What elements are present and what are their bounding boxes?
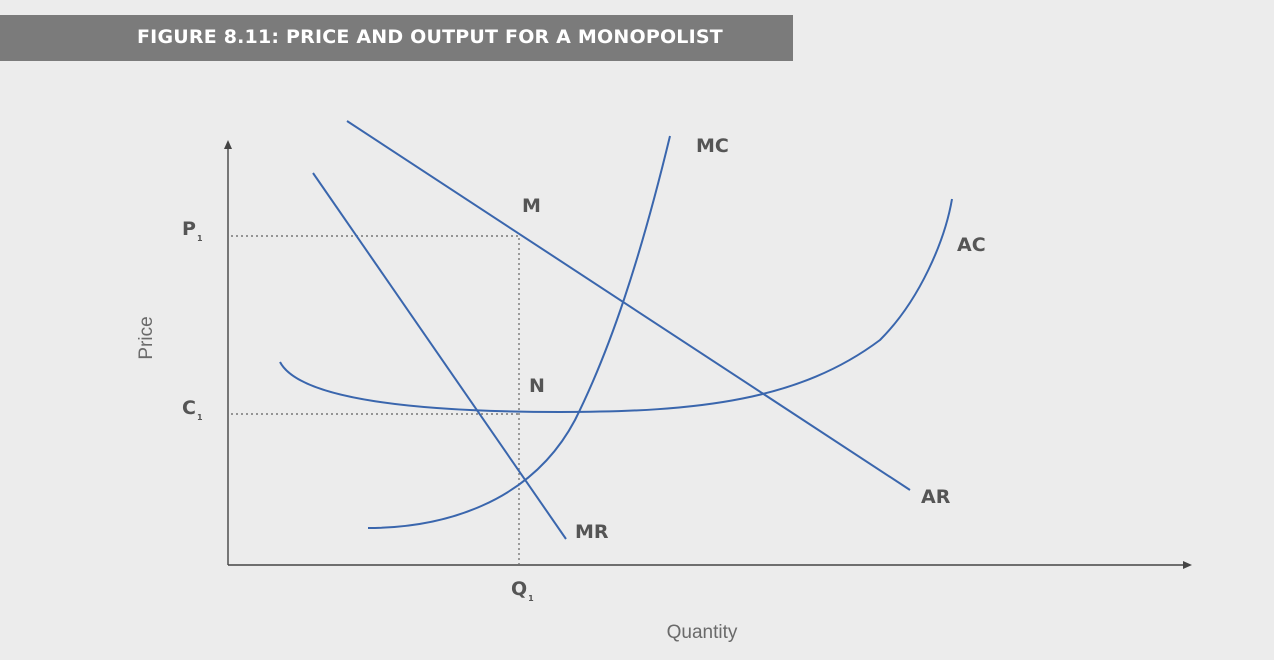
- figure-title: FIGURE 8.11: PRICE AND OUTPUT FOR A MONO…: [137, 26, 723, 48]
- p1-label: P1: [182, 218, 203, 243]
- y-axis-title: Price: [136, 316, 157, 359]
- c1-label: C1: [182, 397, 203, 422]
- figure-title-bar: FIGURE 8.11: PRICE AND OUTPUT FOR A MONO…: [0, 15, 793, 61]
- x-axis-arrow: [1183, 561, 1192, 569]
- mc-label: MC: [696, 135, 729, 157]
- ac-label: AC: [957, 234, 986, 256]
- mr-curve: [312, 172, 567, 540]
- x-axis-title: Quantity: [667, 622, 738, 643]
- mc-curve: [367, 135, 671, 529]
- q1-label: Q1: [511, 578, 534, 603]
- mr-label: MR: [575, 521, 609, 543]
- ar-label: AR: [921, 486, 951, 508]
- point-m-label: M: [522, 195, 541, 217]
- y-axis-arrow: [224, 140, 232, 149]
- ar-curve: [346, 120, 911, 491]
- ac-curve: [279, 198, 953, 414]
- point-n-label: N: [529, 375, 545, 397]
